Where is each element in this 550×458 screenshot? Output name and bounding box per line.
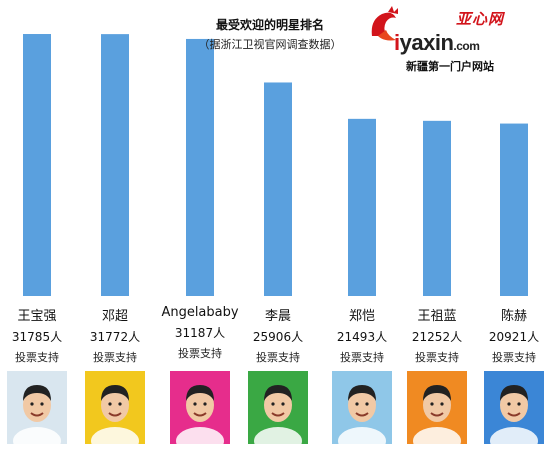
category-column-5: 王祖蓝 21252人 投票支持: [397, 305, 477, 365]
photo-6: [484, 371, 544, 444]
logo-i: i: [394, 30, 400, 55]
bar-0: [23, 34, 51, 296]
bar-2: [186, 38, 214, 297]
category-label: 邓超: [101, 309, 128, 324]
category-label: 郑恺: [348, 309, 375, 324]
chart-subtitle: （据浙江卫视官网调查数据）: [198, 38, 342, 51]
logo-tagline: 新疆第一门户网站: [406, 60, 494, 73]
data-label: 21493人: [336, 330, 388, 344]
person-photo-icon: [248, 371, 308, 444]
bar-5: [423, 120, 451, 296]
person-photo-icon: [407, 371, 467, 444]
category-column-1: 邓超 31772人 投票支持: [75, 305, 155, 365]
bar-1: [101, 34, 129, 296]
vote-note: 投票支持: [415, 351, 459, 364]
logo-yaxin: yaxin: [399, 30, 454, 55]
data-label: 31187人: [174, 326, 226, 340]
chart-title: 最受欢迎的明星排名: [215, 18, 324, 32]
data-label: 21252人: [411, 330, 463, 344]
category-column-2: Angelababy 31187人 投票支持: [160, 305, 240, 361]
photo-4: [332, 371, 392, 444]
site-logo: 亚心网 iyaxin.com 新疆第一门户网站: [366, 4, 546, 74]
category-label: Angelababy: [161, 305, 239, 320]
vote-note: 投票支持: [15, 351, 59, 364]
data-label: 31785人: [11, 330, 63, 344]
logo-chinese-text: 亚心网: [456, 10, 505, 28]
person-photo-icon: [332, 371, 392, 444]
photo-5: [407, 371, 467, 444]
data-label: 20921人: [488, 330, 540, 344]
bar-3: [264, 82, 292, 296]
logo-com: .com: [453, 39, 480, 53]
person-photo-icon: [484, 371, 544, 444]
vote-note: 投票支持: [256, 351, 300, 364]
category-column-3: 李晨 25906人 投票支持: [238, 305, 318, 365]
vote-note: 投票支持: [93, 351, 137, 364]
category-label: 王祖蓝: [417, 309, 457, 324]
logo-english-text: iyaxin.com: [394, 30, 480, 56]
person-photo-icon: [85, 371, 145, 444]
category-column-0: 王宝强 31785人 投票支持: [0, 305, 77, 365]
data-label: 31772人: [89, 330, 141, 344]
vote-note: 投票支持: [492, 351, 536, 364]
rooster-logo-icon: [371, 6, 398, 41]
photo-1: [85, 371, 145, 444]
category-label: 王宝强: [17, 309, 57, 324]
photo-0: [7, 371, 67, 444]
category-column-6: 陈赫 20921人 投票支持: [474, 305, 550, 365]
person-photo-icon: [7, 371, 67, 444]
person-photo-icon: [170, 371, 230, 444]
category-label: 李晨: [264, 309, 291, 324]
photo-2: [170, 371, 230, 444]
category-column-4: 郑恺 21493人 投票支持: [322, 305, 402, 365]
bar-6: [500, 123, 528, 296]
photo-3: [248, 371, 308, 444]
bar-4: [348, 118, 376, 296]
vote-note: 投票支持: [178, 347, 222, 360]
category-label: 陈赫: [500, 309, 527, 324]
data-label: 25906人: [252, 330, 304, 344]
vote-note: 投票支持: [340, 351, 384, 364]
